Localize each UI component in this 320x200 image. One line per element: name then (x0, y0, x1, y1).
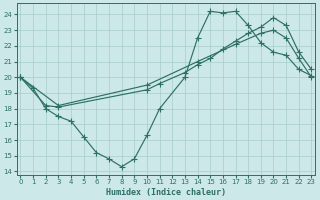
X-axis label: Humidex (Indice chaleur): Humidex (Indice chaleur) (106, 188, 226, 197)
